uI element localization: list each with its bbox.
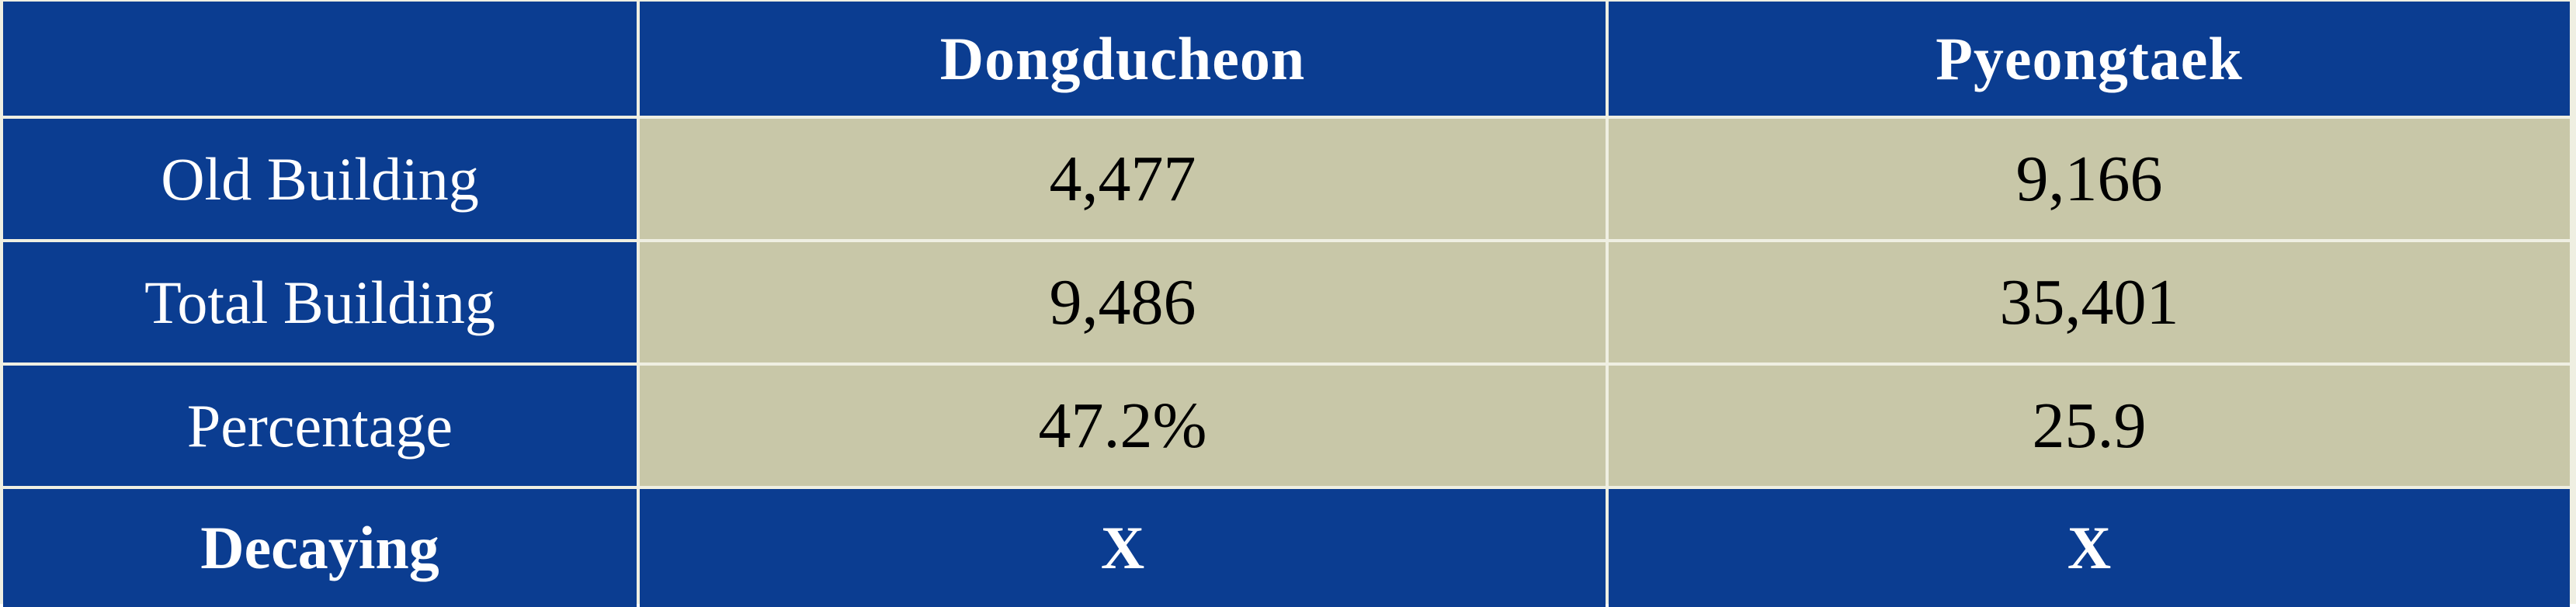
table-cell: X (1609, 489, 2570, 607)
table-cell: 4,477 (640, 119, 1606, 239)
row-label-decaying: Decaying (3, 489, 637, 607)
table-corner-cell (3, 2, 637, 116)
column-header-dongducheon: Dongducheon (640, 2, 1606, 116)
column-header-pyeongtaek: Pyeongtaek (1609, 2, 2570, 116)
table-cell: X (640, 489, 1606, 607)
table-cell: 47.2% (640, 366, 1606, 486)
table-cell: 25.9 (1609, 366, 2570, 486)
table-cell: 9,486 (640, 242, 1606, 362)
row-label-total-building: Total Building (3, 242, 637, 362)
row-label-old-building: Old Building (3, 119, 637, 239)
row-label-percentage: Percentage (3, 366, 637, 486)
table-cell: 9,166 (1609, 119, 2570, 239)
table-cell: 35,401 (1609, 242, 2570, 362)
